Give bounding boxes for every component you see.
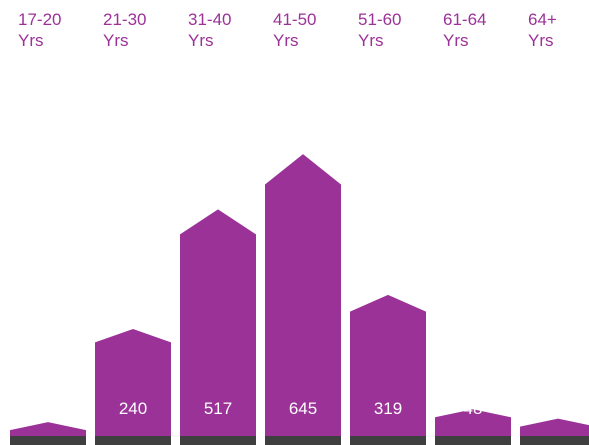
category-label-range: 41-50 [273,10,317,29]
bar-17-20 [10,422,86,436]
value-label: 645 [288,399,318,418]
category-label-range: 51-60 [358,10,402,29]
category-label: 31-40 Yrs [188,9,231,51]
bar-31-40 [180,209,256,436]
category-label: 41-50 Yrs [273,9,316,51]
category-label: 51-60 Yrs [358,9,401,51]
bar-base-31-40 [180,436,256,445]
bar-base-41-50 [265,436,341,445]
category-label-range: 61-64 [443,10,487,29]
value-label: 240 [118,399,148,418]
category-label-unit: Yrs [528,31,554,50]
category-label: 61-64 Yrs [443,9,486,51]
value-label: 15 [38,399,58,418]
value-label: 24 [548,399,568,418]
category-label-range: 21-30 [103,10,147,29]
category-label-range: 17-20 [18,10,62,29]
category-label-unit: Yrs [188,31,214,50]
bar-41-50 [265,154,341,436]
category-label-unit: Yrs [18,31,44,50]
bar-21-30 [95,329,171,436]
bar-base-21-30 [95,436,171,445]
bar-base-61-64 [435,436,511,445]
value-label: 517 [203,399,233,418]
category-label-range: 64+ [528,10,557,29]
category-label-unit: Yrs [443,31,469,50]
category-label: 17-20 Yrs [18,9,61,51]
bar-base-17-20 [10,436,86,445]
bar-61-64 [435,409,511,436]
bar-64+ [520,418,589,436]
category-label-unit: Yrs [273,31,299,50]
category-label-unit: Yrs [358,31,384,50]
value-label: 319 [373,399,403,418]
bar-51-60 [350,294,426,436]
value-label: 48 [463,399,483,418]
category-label: 21-30 Yrs [103,9,146,51]
category-label: 64+ Yrs [528,9,557,51]
category-label-unit: Yrs [103,31,129,50]
bar-base-51-60 [350,436,426,445]
category-label-range: 31-40 [188,10,232,29]
bar-base-64+ [520,436,589,445]
